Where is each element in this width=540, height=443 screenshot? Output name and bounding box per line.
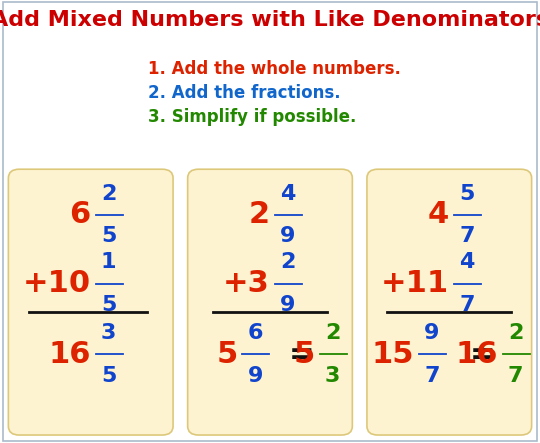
Text: 5: 5 (460, 183, 475, 204)
Text: 9: 9 (248, 365, 263, 386)
Text: +3: +3 (223, 269, 270, 298)
Text: 9: 9 (424, 323, 440, 343)
Text: Add Mixed Numbers with Like Denominators: Add Mixed Numbers with Like Denominators (0, 10, 540, 30)
Text: +10: +10 (23, 269, 91, 298)
Text: 9: 9 (280, 295, 295, 315)
Text: 6: 6 (248, 323, 263, 343)
FancyBboxPatch shape (188, 169, 352, 435)
Text: 7: 7 (460, 226, 475, 246)
Text: 4: 4 (460, 252, 475, 272)
Text: =: = (470, 340, 496, 369)
Text: 3: 3 (325, 365, 340, 386)
Text: 4: 4 (280, 183, 295, 204)
Text: 1: 1 (101, 252, 116, 272)
Text: 2: 2 (325, 323, 340, 343)
Text: 7: 7 (424, 365, 440, 386)
Text: 2: 2 (249, 200, 270, 229)
FancyBboxPatch shape (9, 169, 173, 435)
Text: 5: 5 (101, 365, 116, 386)
Text: 2: 2 (508, 323, 523, 343)
Text: 6: 6 (70, 200, 91, 229)
Text: 5: 5 (217, 340, 238, 369)
Text: 3. Simplify if possible.: 3. Simplify if possible. (148, 109, 357, 126)
Text: 15: 15 (372, 340, 414, 369)
Text: 2: 2 (280, 252, 295, 272)
Text: 7: 7 (460, 295, 475, 315)
Text: 5: 5 (101, 295, 116, 315)
Text: 16: 16 (455, 340, 498, 369)
Text: 16: 16 (48, 340, 91, 369)
Text: 3: 3 (101, 323, 116, 343)
Text: 4: 4 (428, 200, 449, 229)
Text: 5: 5 (294, 340, 315, 369)
Text: =: = (288, 340, 314, 369)
Text: +11: +11 (381, 269, 449, 298)
Text: 1. Add the whole numbers.: 1. Add the whole numbers. (148, 60, 401, 78)
Text: 7: 7 (508, 365, 523, 386)
Text: 2: 2 (101, 183, 116, 204)
FancyBboxPatch shape (367, 169, 531, 435)
Text: 9: 9 (280, 226, 295, 246)
Text: 2. Add the fractions.: 2. Add the fractions. (148, 84, 341, 102)
Text: 5: 5 (101, 226, 116, 246)
